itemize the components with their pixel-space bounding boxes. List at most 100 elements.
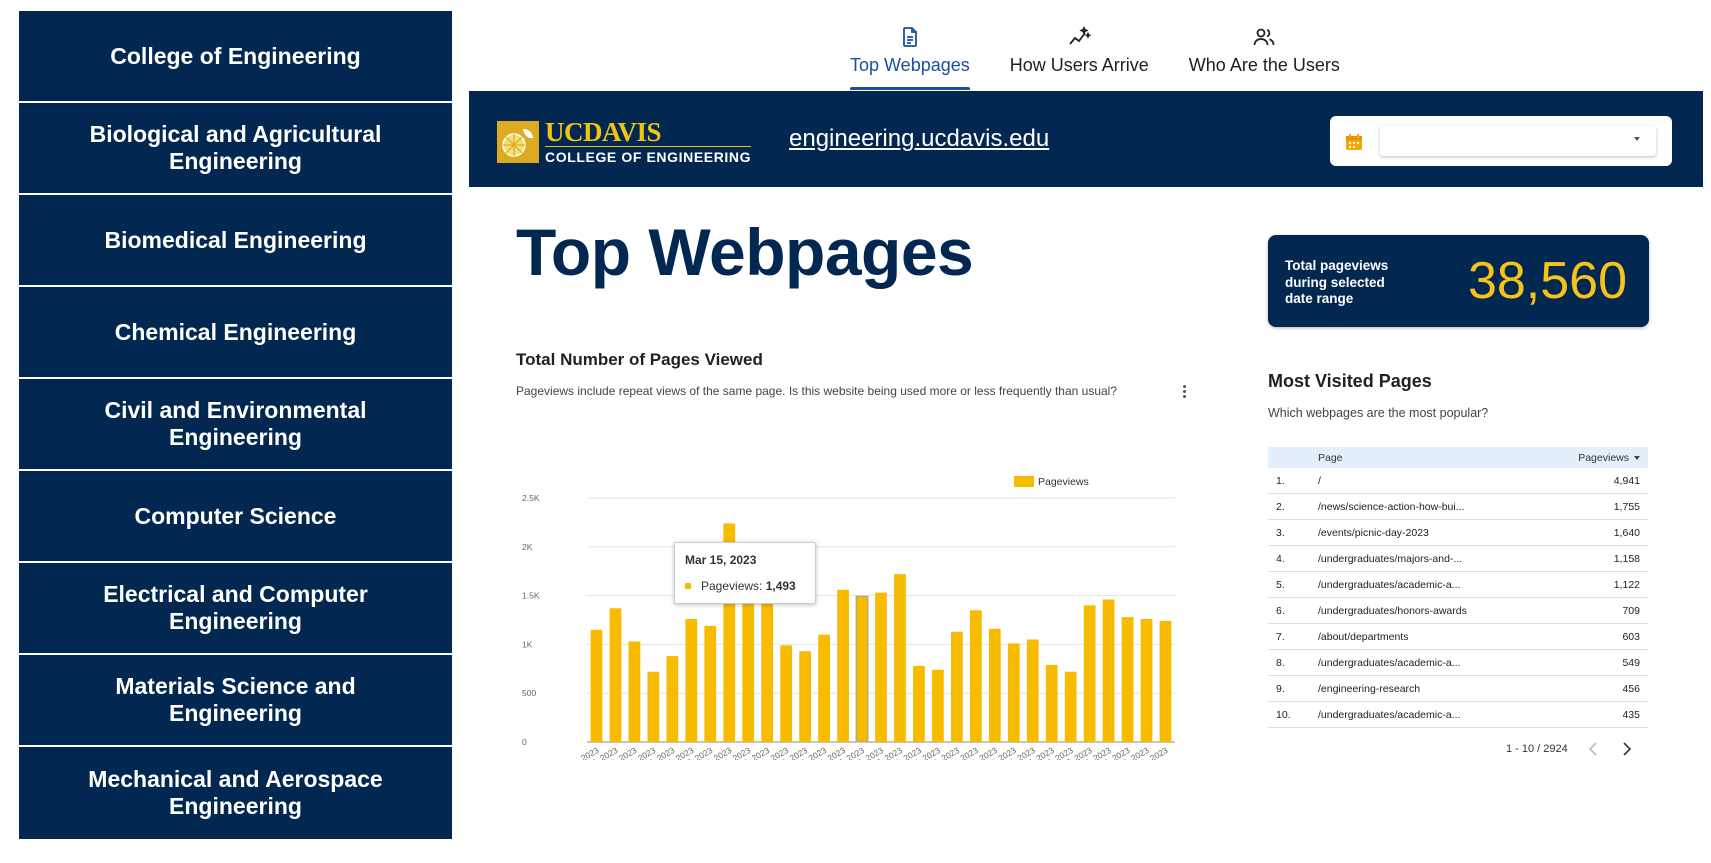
sidebar-item-mae[interactable]: Mechanical and Aerospace Engineering [19, 747, 452, 839]
bar [609, 608, 622, 742]
tab-how-users-arrive[interactable]: How Users Arrive [990, 20, 1169, 90]
table-row[interactable]: 2. /news/science-action-how-bui... 1,755 [1268, 494, 1648, 520]
sidebar-item-label: Materials Science and Engineering [115, 673, 356, 726]
sidebar-item-label: Electrical and Computer Engineering [103, 581, 368, 634]
row-number: 8. [1276, 656, 1285, 669]
tab-who-are-the-users[interactable]: Who Are the Users [1169, 20, 1360, 90]
sidebar-item-mse[interactable]: Materials Science and Engineering [19, 655, 452, 747]
row-page-path: /undergraduates/majors-and-... [1318, 552, 1463, 565]
column-header-page[interactable]: Page [1318, 451, 1343, 464]
row-pageviews: 435 [1622, 708, 1640, 721]
row-page-path: /events/picnic-day-2023 [1318, 526, 1429, 539]
header-band: UCDAVIS COLLEGE OF ENGINEERING engineeri… [469, 91, 1703, 187]
bar [875, 592, 887, 742]
table-row[interactable]: 6. /undergraduates/honors-awards 709 [1268, 598, 1648, 624]
row-number: 10. [1276, 708, 1291, 721]
sidebar-item-label: College of Engineering [110, 42, 361, 69]
chevron-right-icon [1623, 742, 1631, 756]
table-title: Most Visited Pages [1268, 371, 1432, 391]
bar [1159, 620, 1172, 742]
bar [818, 634, 830, 742]
table-header: Page Pageviews [1268, 447, 1648, 468]
tooltip-value: 1,493 [765, 579, 796, 593]
row-number: 4. [1276, 552, 1285, 565]
bar [837, 589, 849, 742]
table-row[interactable]: 7. /about/departments 603 [1268, 624, 1648, 650]
column-header-pageviews[interactable]: Pageviews [1538, 452, 1648, 464]
sidebar-item-college[interactable]: College of Engineering [19, 11, 452, 103]
sidebar-item-label: Computer Science [134, 502, 337, 529]
row-page-path: /about/departments [1318, 630, 1409, 643]
chevron-down-icon [1634, 137, 1640, 141]
sort-desc-icon [1634, 455, 1640, 460]
tooltip-series: Pageviews [701, 579, 760, 593]
row-page-path: / [1318, 474, 1321, 487]
row-page-path: /undergraduates/academic-a... [1318, 708, 1461, 721]
table-row[interactable]: 10. /undergraduates/academic-a... 435 [1268, 702, 1648, 728]
row-pageviews: 4,941 [1613, 474, 1640, 487]
bar [628, 641, 641, 742]
bar [742, 577, 755, 742]
trend-sparkle-icon [1069, 25, 1092, 45]
chart-title: Total Number of Pages Viewed [516, 350, 763, 369]
bar [1102, 599, 1115, 742]
sidebar-item-label: Chemical Engineering [114, 318, 357, 345]
bar [1007, 643, 1020, 742]
bar [799, 651, 812, 742]
row-number: 9. [1276, 682, 1285, 695]
date-range-dropdown[interactable] [1380, 126, 1656, 156]
table-subtitle: Which webpages are the most popular? [1268, 406, 1489, 420]
sidebar-item-bae[interactable]: Biological and Agricultural Engineering [19, 103, 452, 195]
logo-bottom-text: COLLEGE OF ENGINEERING [545, 149, 752, 165]
bar [704, 625, 717, 742]
most-visited-table: Page Pageviews 1. / 4,941 2. /news/science-a… [1268, 447, 1648, 728]
y-tick-label: 0 [522, 737, 527, 747]
tooltip-date: Mar 15, 2023 [685, 553, 757, 567]
bar [1121, 617, 1134, 742]
table-row[interactable]: 1. / 4,941 [1268, 468, 1648, 494]
tooltip-separator: : [759, 579, 766, 593]
tab-top-webpages[interactable]: Top Webpages [830, 20, 990, 90]
y-tick-label: 2.5K [522, 493, 540, 503]
document-icon [902, 27, 917, 47]
row-page-path: /undergraduates/academic-a... [1318, 656, 1461, 669]
tab-label: Top Webpages [850, 55, 970, 75]
bar [590, 629, 603, 742]
bar [1140, 619, 1153, 742]
bar [666, 656, 679, 742]
sidebar-item-che[interactable]: Chemical Engineering [19, 287, 452, 379]
sidebar-item-cs[interactable]: Computer Science [19, 471, 452, 563]
bar [647, 671, 660, 742]
row-pageviews: 1,122 [1613, 578, 1640, 591]
page-tabs: Top Webpages How Users Arrive Who Are th… [830, 20, 1360, 90]
more-options-icon[interactable] [1179, 383, 1189, 401]
sidebar-item-cee[interactable]: Civil and Environmental Engineering [19, 379, 452, 471]
bar [894, 574, 906, 742]
table-row[interactable]: 9. /engineering-research 456 [1268, 676, 1648, 702]
sidebar-item-bme[interactable]: Biomedical Engineering [19, 195, 452, 287]
row-number: 5. [1276, 578, 1285, 591]
bar [913, 665, 925, 742]
sidebar-item-label: Civil and Environmental Engineering [104, 397, 367, 450]
bar [685, 619, 698, 742]
table-row[interactable]: 3. /events/picnic-day-2023 1,640 [1268, 520, 1648, 546]
row-page-path: /undergraduates/academic-a... [1318, 578, 1461, 591]
ucdavis-logo: UCDAVIS COLLEGE OF ENGINEERING [497, 119, 752, 165]
sidebar-item-label: Biological and Agricultural Engineering [89, 121, 382, 174]
table-row[interactable]: 5. /undergraduates/academic-a... 1,122 [1268, 572, 1648, 598]
row-number: 3. [1276, 526, 1285, 539]
row-number: 2. [1276, 500, 1285, 513]
legend-label: Pageviews [1038, 476, 1089, 488]
table-row[interactable]: 4. /undergraduates/majors-and-... 1,158 [1268, 546, 1648, 572]
bar [723, 523, 736, 742]
site-link[interactable]: engineering.ucdavis.edu [789, 125, 1050, 152]
row-number: 7. [1276, 630, 1285, 643]
table-row[interactable]: 8. /undergraduates/academic-a... 549 [1268, 650, 1648, 676]
tab-label: How Users Arrive [1009, 55, 1149, 75]
prev-page-button[interactable] [1584, 740, 1602, 758]
chart-tooltip: Mar 15, 2023 Pageviews: 1,493 [674, 542, 816, 604]
sidebar-item-ece[interactable]: Electrical and Computer Engineering [19, 563, 452, 655]
kpi-value: 38,560 [1467, 252, 1627, 310]
next-page-button[interactable] [1618, 740, 1636, 758]
